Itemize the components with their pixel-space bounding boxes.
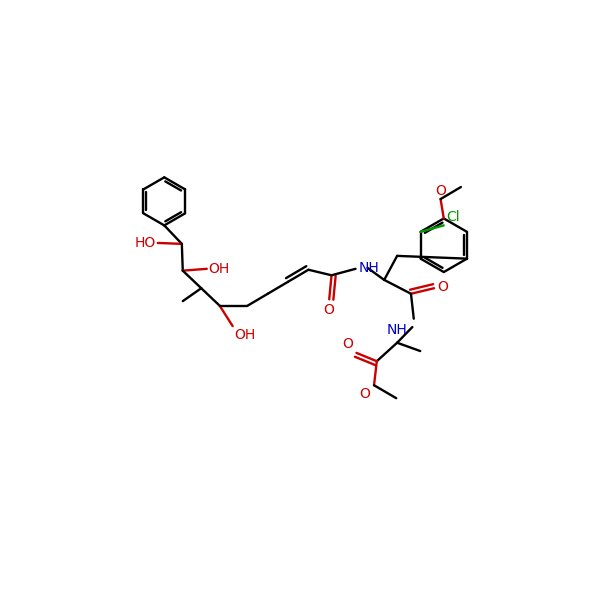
Text: O: O (436, 184, 446, 197)
Text: OH: OH (235, 328, 256, 343)
Text: NH: NH (358, 261, 379, 275)
Text: HO: HO (135, 236, 156, 250)
Text: O: O (359, 386, 370, 401)
Text: O: O (342, 337, 353, 351)
Text: Cl: Cl (446, 209, 460, 224)
Text: NH: NH (386, 323, 407, 337)
Text: OH: OH (209, 262, 230, 276)
Text: O: O (437, 280, 448, 294)
Text: O: O (323, 304, 334, 317)
